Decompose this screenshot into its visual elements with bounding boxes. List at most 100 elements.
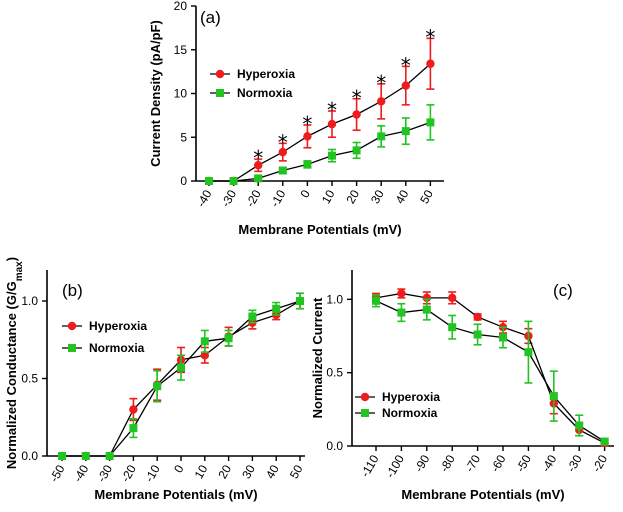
data-point — [448, 293, 457, 303]
y-tick-label: 0.5 — [21, 372, 38, 386]
data-point — [473, 312, 482, 322]
panel-label: (c) — [553, 281, 573, 300]
series-normoxia — [58, 292, 304, 460]
x-tick-label: -20 — [589, 452, 610, 474]
legend-item-hyperoxia: Hyperoxia — [210, 67, 295, 81]
x-tick-label: -30 — [564, 452, 585, 474]
data-point — [129, 405, 138, 414]
legend-marker — [68, 344, 76, 352]
x-tick-label: 20 — [343, 187, 362, 206]
data-point — [426, 59, 435, 68]
series-normoxia — [372, 294, 609, 446]
y-tick-label: 0.5 — [326, 366, 343, 380]
legend-item-normoxia: Normoxia — [62, 341, 145, 355]
data-point — [303, 132, 312, 141]
data-point — [177, 363, 185, 372]
x-tick-label: -10 — [268, 187, 289, 209]
data-point — [422, 305, 431, 314]
x-tick-label: -20 — [243, 187, 264, 209]
data-point — [296, 297, 304, 305]
x-tick-label: 40 — [263, 462, 282, 481]
x-tick-label: 20 — [215, 462, 234, 481]
legend-marker — [67, 321, 77, 331]
x-tick-label: -100 — [383, 452, 407, 480]
y-axis-title: Normalized Conductance (G/Gmax) — [4, 257, 25, 469]
x-tick-label: -90 — [412, 452, 433, 474]
x-tick-label: -20 — [118, 462, 139, 484]
x-tick-label: -60 — [488, 452, 509, 474]
x-axis-title: Membrane Potentials (mV) — [401, 487, 564, 502]
x-axis-title: Membrane Potentials (mV) — [238, 222, 401, 237]
x-tick-label: -40 — [194, 187, 215, 209]
data-point — [303, 160, 312, 169]
y-tick-label: 10 — [174, 87, 188, 101]
data-point — [278, 147, 287, 157]
data-point — [58, 452, 66, 460]
data-point — [426, 118, 435, 127]
y-tick-label: 0 — [180, 174, 187, 188]
x-tick-label: -50 — [513, 452, 534, 474]
significance-star: * — [278, 130, 288, 154]
data-point — [397, 308, 406, 317]
data-point — [248, 312, 257, 321]
x-tick-label: 40 — [393, 187, 412, 206]
significance-star: * — [352, 86, 362, 110]
data-point — [81, 452, 90, 460]
legend-item-normoxia: Normoxia — [210, 86, 293, 100]
series-line — [209, 63, 431, 182]
legend-marker — [361, 409, 369, 417]
x-tick-label: -70 — [462, 452, 483, 474]
x-tick-label: -30 — [94, 462, 115, 484]
data-point — [200, 351, 209, 360]
x-tick-label: -40 — [539, 452, 560, 474]
y-axis-title-main: Current Density (pA/pF) — [148, 20, 163, 167]
x-tick-label: -110 — [358, 452, 382, 479]
chart-a: 0 5 10 15 20 -40 -30 -20 -10 0 10 20 30 40 50 Membrane … — [148, 0, 444, 237]
series-line — [375, 300, 605, 443]
x-tick-label: -10 — [142, 462, 163, 484]
data-point — [153, 382, 162, 391]
data-point — [205, 177, 213, 185]
data-point — [229, 177, 238, 185]
significance-star: * — [327, 98, 337, 122]
x-tick-label: 30 — [239, 462, 258, 481]
data-point — [372, 296, 380, 305]
data-point — [401, 81, 410, 90]
chart-b: 0.0 0.5 1.0 -50 -40 -30 -20 -10 0 10 20 30 40 50 Membr… — [4, 257, 306, 502]
x-tick-label: 0 — [171, 462, 187, 475]
x-tick-label: 50 — [287, 462, 306, 481]
data-point — [254, 174, 263, 183]
legend-label: Hyperoxia — [89, 319, 147, 333]
data-point — [224, 334, 233, 343]
data-point — [352, 146, 361, 155]
data-point — [327, 119, 337, 129]
series-hyperoxia — [371, 288, 609, 448]
y-tick-label: 0.0 — [326, 439, 343, 453]
data-point — [352, 110, 361, 119]
legend-marker — [216, 89, 224, 97]
legend-item-normoxia: Normoxia — [355, 406, 438, 420]
y-tick-label: 0.0 — [21, 449, 38, 463]
legend-item-hyperoxia: Hyperoxia — [62, 319, 147, 333]
data-point — [328, 151, 336, 160]
x-tick-label: 30 — [368, 187, 387, 206]
y-axis-title: Normalized Current — [310, 297, 325, 418]
data-point — [499, 333, 507, 342]
legend-label: Normoxia — [237, 86, 293, 100]
data-point — [200, 337, 209, 346]
x-axis-title: Membrane Potentials (mV) — [94, 487, 257, 502]
x-tick-label: -80 — [437, 452, 458, 474]
y-tick-label: 1.0 — [21, 294, 38, 308]
data-point — [105, 452, 114, 460]
legend-item-hyperoxia: Hyperoxia — [355, 390, 440, 404]
y-axis-title-main: Normalized Conductance (G/G — [4, 281, 19, 469]
legend-label: Hyperoxia — [382, 390, 440, 404]
series-normoxia — [205, 104, 435, 185]
y-tick-label: 20 — [174, 0, 188, 13]
data-point — [272, 304, 281, 313]
data-point — [377, 97, 386, 106]
x-tick-label: -50 — [47, 462, 68, 484]
data-point — [575, 421, 584, 430]
y-axis-title: Current Density (pA/pF) — [148, 20, 163, 167]
